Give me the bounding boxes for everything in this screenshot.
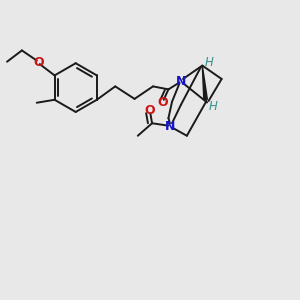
Text: N: N bbox=[176, 74, 186, 88]
Text: H: H bbox=[204, 56, 213, 68]
Text: N: N bbox=[165, 120, 176, 133]
Text: H: H bbox=[209, 100, 218, 112]
Text: O: O bbox=[144, 104, 155, 117]
Text: O: O bbox=[33, 56, 44, 69]
Polygon shape bbox=[202, 66, 207, 100]
Text: O: O bbox=[158, 96, 168, 109]
